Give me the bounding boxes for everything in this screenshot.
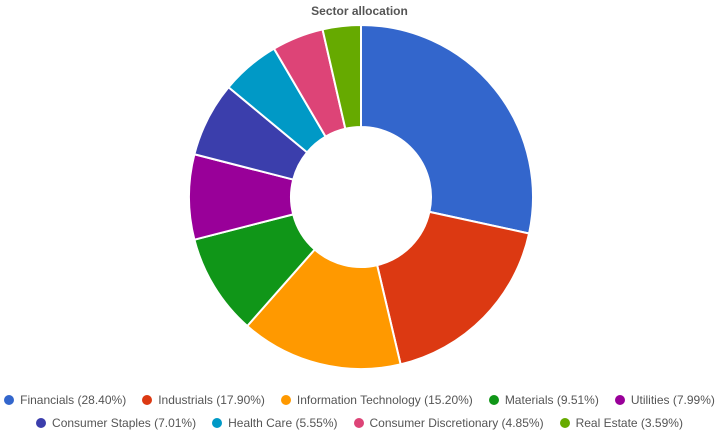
slice-financials[interactable] bbox=[360, 23, 534, 235]
legend-item-health-care[interactable]: Health Care (5.55%) bbox=[212, 416, 338, 430]
legend-item-financials[interactable]: Financials (28.40%) bbox=[4, 393, 126, 407]
legend-row-1: Financials (28.40%) Industrials (17.90%) I… bbox=[0, 393, 719, 407]
legend-item-information-technology[interactable]: Information Technology (15.20%) bbox=[280, 393, 473, 407]
legend-label: Consumer Staples (7.01%) bbox=[52, 416, 197, 430]
donut-chart bbox=[188, 23, 534, 370]
legend-swatch bbox=[4, 395, 15, 405]
legend-swatch bbox=[559, 418, 570, 428]
legend-row-2: Consumer Staples (7.01%) Health Care (5.5… bbox=[0, 416, 719, 430]
slice-industrials[interactable] bbox=[375, 210, 531, 366]
legend-swatch bbox=[353, 418, 364, 428]
legend-item-consumer-discretionary[interactable]: Consumer Discretionary (4.85%) bbox=[353, 416, 544, 430]
legend-swatch bbox=[212, 418, 223, 428]
legend-swatch bbox=[36, 418, 47, 428]
legend-item-industrials[interactable]: Industrials (17.90%) bbox=[142, 393, 265, 407]
legend-swatch bbox=[488, 395, 499, 405]
legend-label: Information Technology (15.20%) bbox=[296, 393, 473, 407]
legend-swatch bbox=[614, 395, 625, 405]
legend-label: Industrials (17.90%) bbox=[158, 393, 265, 407]
legend-item-consumer-staples[interactable]: Consumer Staples (7.01%) bbox=[36, 416, 196, 430]
legend-label: Financials (28.40%) bbox=[20, 393, 127, 407]
legend-label: Consumer Discretionary (4.85%) bbox=[369, 416, 544, 430]
slice-real-estate[interactable] bbox=[321, 23, 362, 130]
legend-label: Health Care (5.55%) bbox=[228, 416, 338, 430]
legend-item-real-estate[interactable]: Real Estate (3.59%) bbox=[559, 416, 683, 430]
legend-label: Real Estate (3.59%) bbox=[575, 416, 683, 430]
slice-information-technology[interactable] bbox=[245, 248, 402, 370]
legend-item-utilities[interactable]: Utilities (7.99%) bbox=[614, 393, 715, 407]
legend-swatch bbox=[142, 395, 153, 405]
chart-title: Sector allocation bbox=[311, 4, 408, 18]
legend-swatch bbox=[280, 395, 291, 405]
legend-label: Materials (9.51%) bbox=[504, 393, 599, 407]
legend-item-materials[interactable]: Materials (9.51%) bbox=[488, 393, 599, 407]
legend-label: Utilities (7.99%) bbox=[630, 393, 715, 407]
